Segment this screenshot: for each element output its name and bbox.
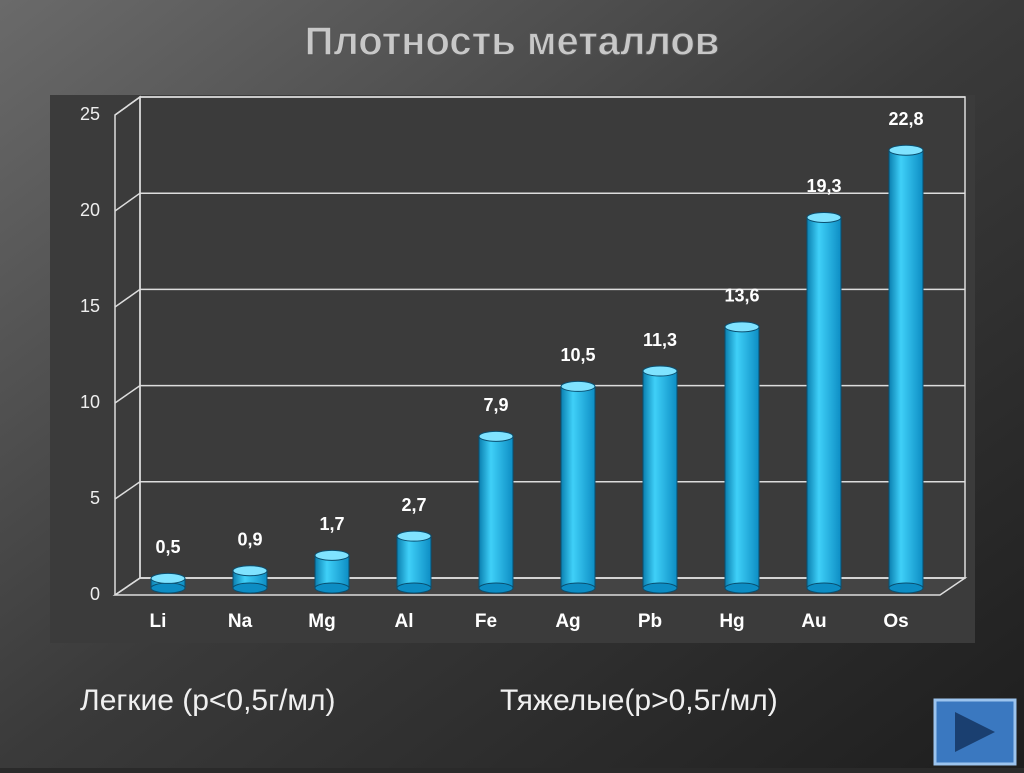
x-tick-label: Au	[801, 611, 826, 632]
bar	[888, 149, 924, 589]
bar	[642, 370, 678, 589]
value-label: 13,6	[724, 286, 759, 306]
grid-line	[114, 577, 965, 596]
bar-cap	[232, 565, 268, 577]
x-tick-label: Ag	[555, 611, 580, 632]
annotation: Тяжелые(р>0,5г/мл)	[500, 684, 778, 717]
bar-base	[724, 582, 760, 594]
bar-cap	[314, 549, 350, 561]
x-tick-label: Os	[883, 611, 908, 632]
bar-base	[314, 582, 350, 594]
bar-cap	[150, 572, 186, 584]
bar	[396, 535, 432, 589]
annotation: Легкие (р<0,5г/мл)	[80, 684, 336, 717]
next-button[interactable]	[933, 698, 1017, 766]
chart-title: Плотность металлов	[305, 20, 720, 64]
y-tick-label: 15	[80, 296, 100, 316]
grid-line	[114, 288, 965, 308]
grid-line	[114, 96, 965, 116]
y-tick-label: 10	[80, 392, 100, 412]
x-tick-label: Al	[395, 611, 414, 632]
bar-base	[150, 582, 186, 594]
bar-cap	[806, 211, 842, 223]
bar-base	[478, 582, 514, 594]
value-label: 2,7	[401, 495, 426, 515]
y-tick-label: 0	[90, 584, 100, 604]
y-tick-label: 5	[90, 488, 100, 508]
bar-base	[396, 582, 432, 594]
y-tick-label: 20	[80, 200, 100, 220]
bar-base	[560, 582, 596, 594]
value-label: 1,7	[319, 514, 344, 534]
grid-line	[114, 192, 965, 212]
x-tick-label: Mg	[308, 611, 335, 632]
x-tick-label: Na	[228, 611, 253, 632]
value-label: 7,9	[483, 395, 508, 415]
x-tick-label: Pb	[638, 611, 662, 632]
x-tick-label: Li	[150, 611, 167, 632]
bar-base	[806, 582, 842, 594]
value-label: 11,3	[643, 330, 677, 350]
value-label: 10,5	[560, 345, 595, 365]
bar-cap	[642, 365, 678, 377]
bar-cap	[396, 530, 432, 542]
bar-cap	[888, 144, 924, 156]
x-tick-label: Fe	[475, 611, 497, 632]
bar-cap	[478, 430, 514, 442]
grid-line	[114, 481, 965, 500]
play-icon[interactable]	[955, 712, 995, 752]
grid-line	[114, 384, 965, 404]
x-tick-label: Hg	[719, 611, 744, 632]
value-label: 19,3	[806, 176, 841, 196]
y-tick-label: 25	[80, 104, 100, 124]
value-label: 0,9	[237, 529, 262, 549]
value-label: 22,8	[888, 109, 923, 129]
bar-cap	[724, 321, 760, 333]
bar-base	[642, 582, 678, 594]
bar	[560, 385, 596, 589]
bar	[806, 216, 842, 589]
bar-base	[232, 582, 268, 594]
bar	[724, 326, 760, 589]
bar-base	[888, 582, 924, 594]
value-label: 0,5	[155, 537, 180, 557]
bar	[478, 435, 514, 589]
bar-cap	[560, 380, 596, 392]
